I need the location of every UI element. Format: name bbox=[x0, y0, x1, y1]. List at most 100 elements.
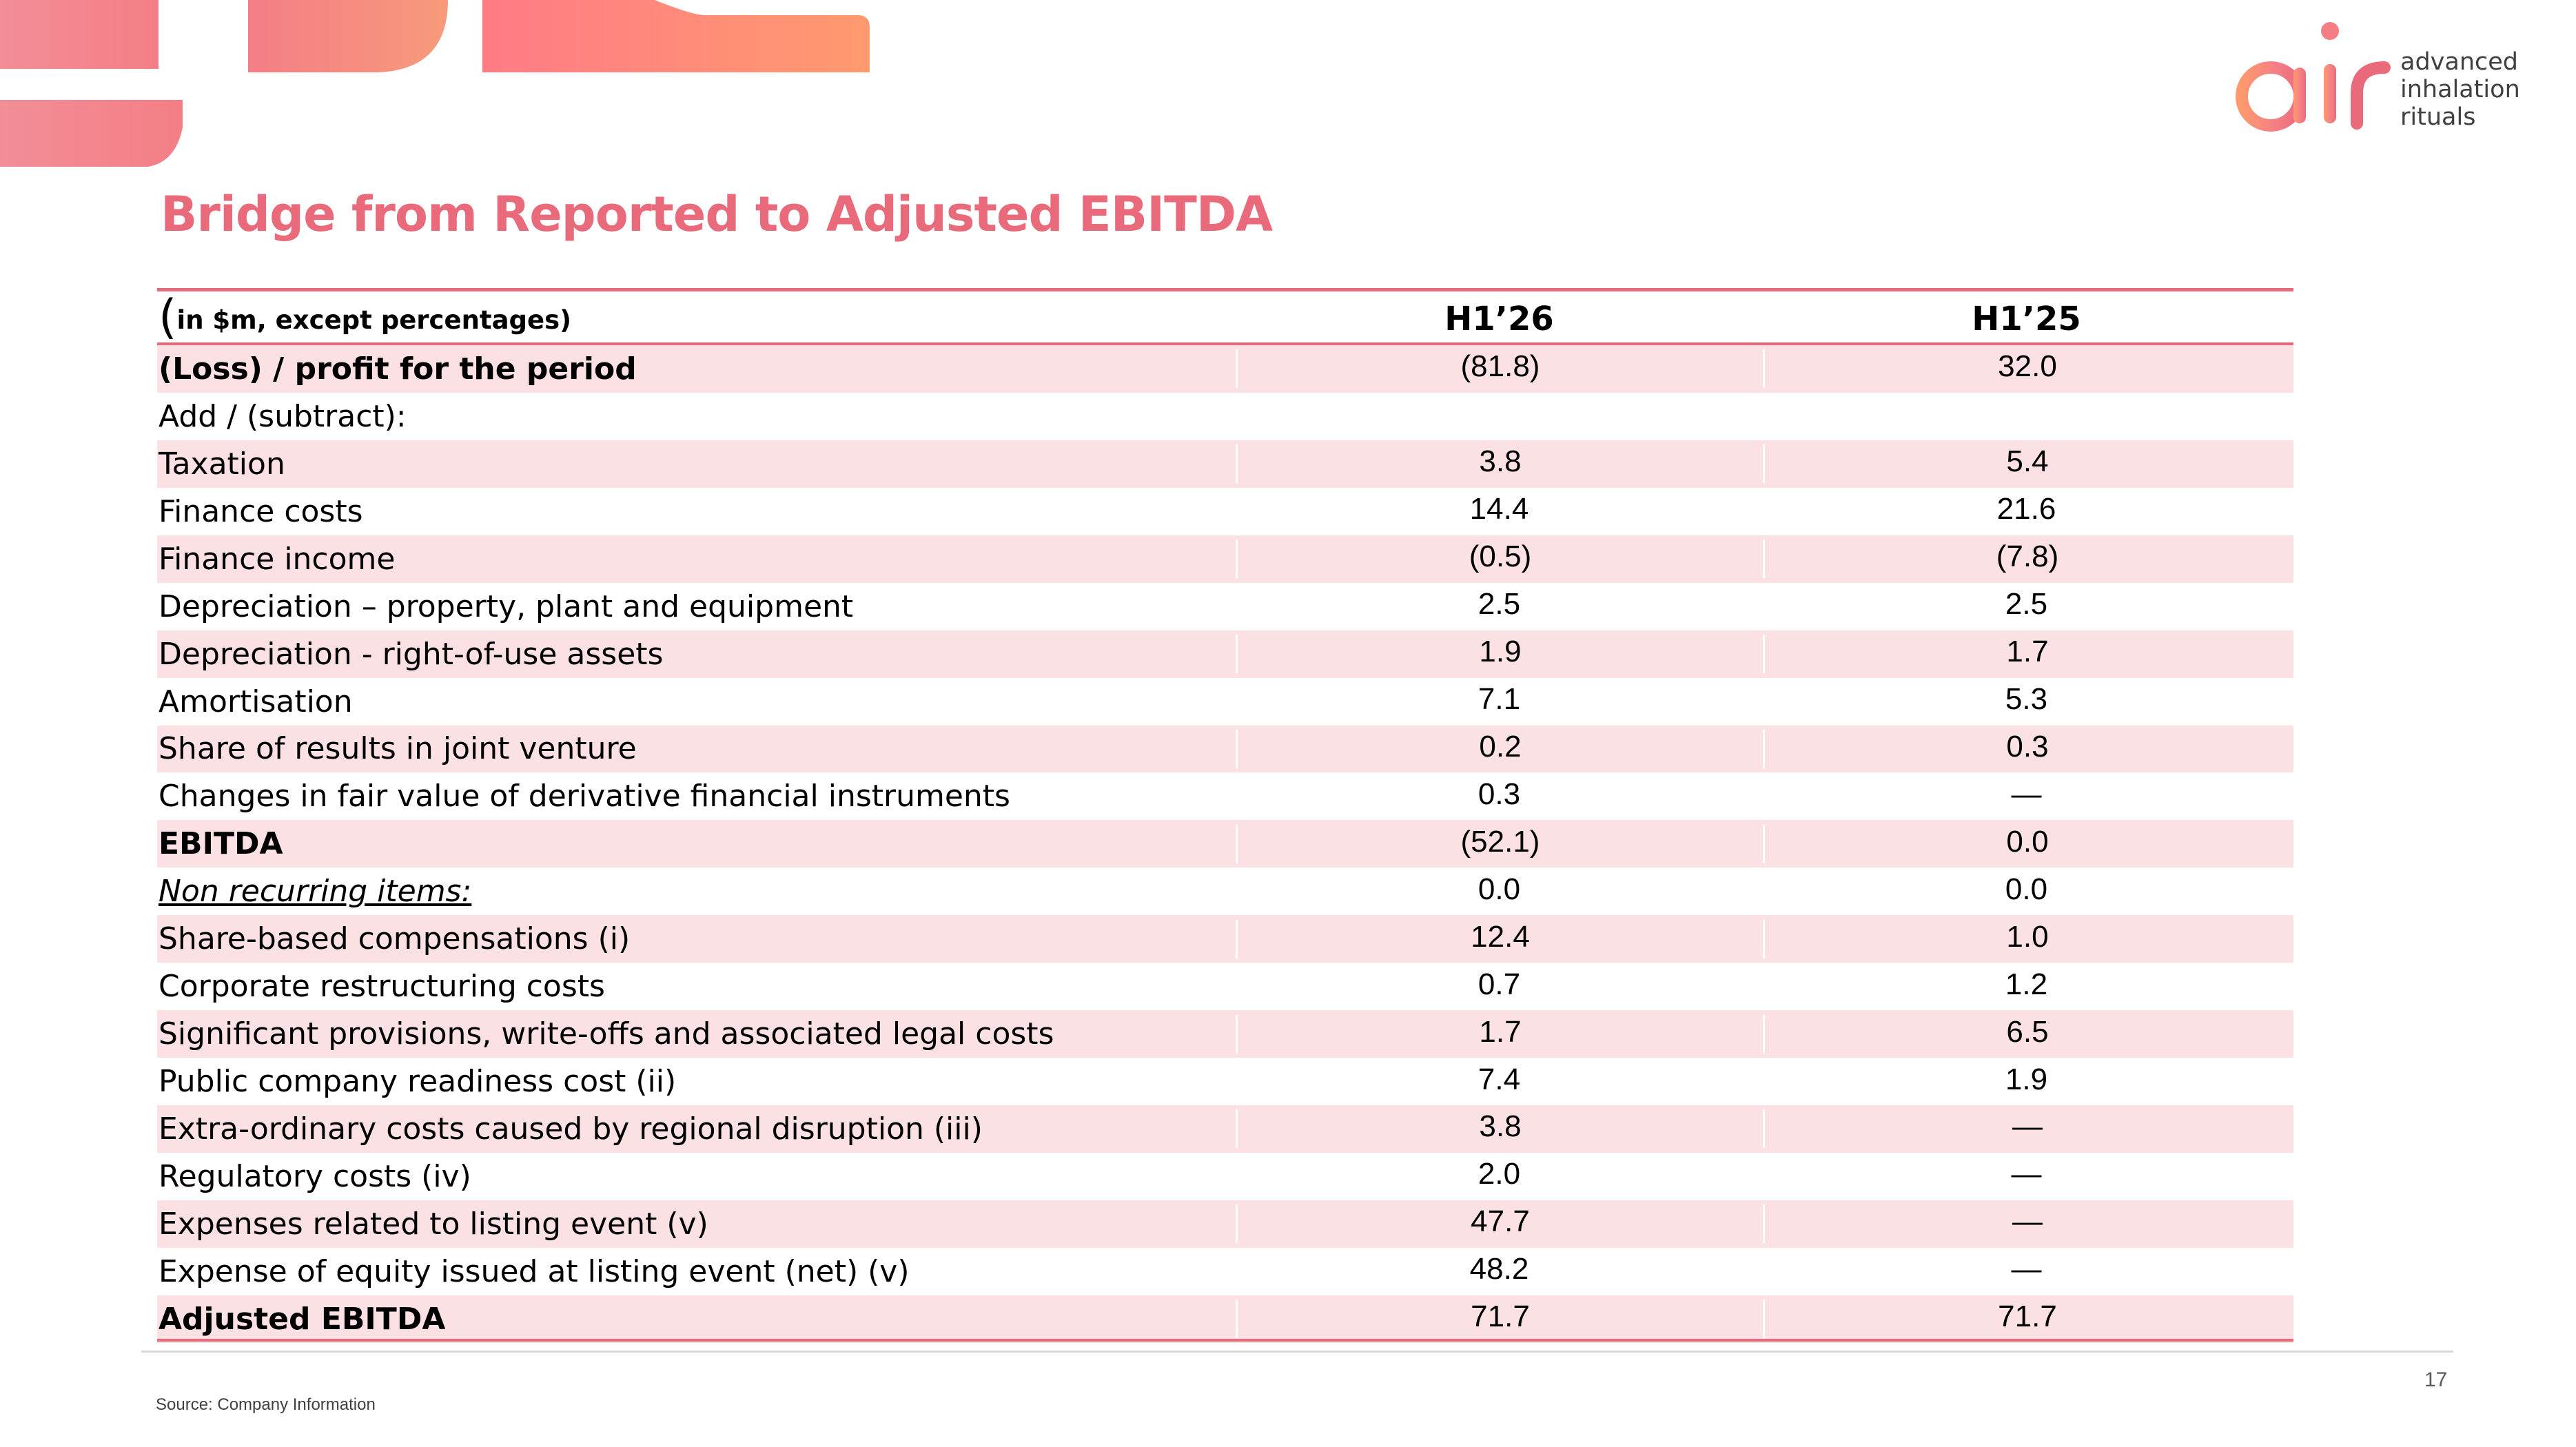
table-row: Finance costs 14.4 21.6 bbox=[157, 488, 2293, 535]
value-h1-26: (52.1) bbox=[1236, 824, 1763, 863]
logo-letter-r bbox=[2351, 61, 2391, 130]
value-h1-26 bbox=[1236, 414, 1763, 418]
logo-wordmark-line: advanced bbox=[2400, 48, 2519, 76]
value-h1-26: 1.9 bbox=[1236, 635, 1763, 674]
table-row: Finance income (0.5) (7.8) bbox=[157, 535, 2293, 583]
value-h1-25: 0.0 bbox=[2005, 872, 2048, 906]
row-label: Depreciation - right-of-use assets bbox=[159, 636, 664, 672]
table-row: Non recurring items: 0.0 0.0 bbox=[157, 868, 2293, 915]
value-h1-26: 0.3 bbox=[1478, 777, 1521, 811]
value-h1-25: — bbox=[2011, 1252, 2042, 1286]
table-row: Regulatory costs (iv) 2.0 — bbox=[157, 1153, 2293, 1200]
value-h1-25: 5.3 bbox=[2005, 682, 2048, 717]
deco-shape-2 bbox=[248, 0, 448, 72]
value-h1-26: 47.7 bbox=[1236, 1204, 1763, 1244]
row-label: Finance income bbox=[159, 541, 396, 577]
row-label: Regulatory costs (iv) bbox=[159, 1158, 471, 1194]
footer-rule bbox=[141, 1351, 2453, 1353]
table-row: Amortisation 7.1 5.3 bbox=[157, 678, 2293, 726]
row-label: Significant provisions, write-offs and a… bbox=[159, 1016, 1054, 1052]
air-logo bbox=[2236, 22, 2391, 132]
value-h1-25: 1.7 bbox=[1763, 635, 2290, 674]
value-h1-26: 1.7 bbox=[1236, 1014, 1763, 1054]
table-row: EBITDA (52.1) 0.0 bbox=[157, 820, 2293, 868]
unit-label-text: in $m, except percentages) bbox=[176, 305, 572, 335]
page-title: Bridge from Reported to Adjusted EBITDA bbox=[161, 186, 1273, 243]
table-row: Significant provisions, write-offs and a… bbox=[157, 1010, 2293, 1058]
deco-shape-1 bbox=[0, 0, 159, 69]
row-label: Add / (subtract): bbox=[159, 398, 407, 434]
value-h1-26: 2.0 bbox=[1478, 1157, 1521, 1191]
table-row: Depreciation – property, plant and equip… bbox=[157, 583, 2293, 630]
value-h1-26: (81.8) bbox=[1236, 349, 1763, 389]
row-label: EBITDA bbox=[159, 826, 283, 862]
value-h1-25: 32.0 bbox=[1763, 349, 2290, 389]
value-h1-26: 48.2 bbox=[1469, 1252, 1529, 1286]
value-h1-25: 6.5 bbox=[1763, 1014, 2290, 1054]
logo-letter-i-stem bbox=[2324, 64, 2336, 123]
row-label: Non recurring items: bbox=[159, 874, 472, 910]
row-label: Public company readiness cost (ii) bbox=[159, 1064, 677, 1100]
value-h1-25: 21.6 bbox=[1996, 492, 2056, 526]
value-h1-25: 1.2 bbox=[2005, 967, 2048, 1001]
table-header-rule bbox=[157, 342, 2293, 345]
value-h1-25: 1.9 bbox=[2005, 1062, 2048, 1096]
source-note: Source: Company Information bbox=[156, 1395, 376, 1414]
value-h1-26: (0.5) bbox=[1236, 540, 1763, 579]
value-h1-25: 2.5 bbox=[2005, 587, 2048, 622]
value-h1-25: 0.3 bbox=[1763, 729, 2290, 768]
row-label: Depreciation – property, plant and equip… bbox=[159, 588, 854, 624]
logo-letter-a-stem bbox=[2293, 68, 2306, 123]
row-label: Changes in fair value of derivative fina… bbox=[159, 779, 1010, 814]
value-h1-26: 0.0 bbox=[1478, 872, 1521, 906]
value-h1-25: — bbox=[1763, 1109, 2290, 1149]
row-label: Expense of equity issued at listing even… bbox=[159, 1253, 910, 1289]
value-h1-26: 0.7 bbox=[1478, 967, 1521, 1001]
table-row: Public company readiness cost (ii) 7.4 1.9 bbox=[157, 1058, 2293, 1105]
column-header-h1-25: H1’25 bbox=[1972, 300, 2081, 338]
value-h1-25: — bbox=[2011, 777, 2042, 811]
value-h1-25: 5.4 bbox=[1763, 444, 2290, 484]
value-h1-26: 7.1 bbox=[1478, 682, 1521, 717]
page-number: 17 bbox=[2424, 1368, 2448, 1391]
column-header-h1-26: H1’26 bbox=[1444, 300, 1554, 338]
row-label: Extra-ordinary costs caused by regional … bbox=[159, 1111, 983, 1147]
table-row: Adjusted EBITDA 71.7 71.7 bbox=[157, 1295, 2293, 1343]
row-label: Share of results in joint venture bbox=[159, 731, 637, 767]
table-header-row: (in $m, except percentages) H1’26 H1’25 bbox=[157, 291, 2293, 342]
value-h1-25 bbox=[1763, 414, 2290, 418]
row-label: Expenses related to listing event (v) bbox=[159, 1206, 708, 1242]
value-h1-25: 0.0 bbox=[1763, 824, 2290, 863]
value-h1-25: (7.8) bbox=[1763, 540, 2290, 579]
table-row: Share of results in joint venture 0.2 0.3 bbox=[157, 725, 2293, 773]
logo-wordmark-line: rituals bbox=[2400, 103, 2476, 131]
value-h1-25: 1.0 bbox=[1763, 919, 2290, 958]
table-bottom-rule bbox=[157, 1339, 2293, 1342]
table-row: Expense of equity issued at listing even… bbox=[157, 1248, 2293, 1295]
value-h1-26: 7.4 bbox=[1478, 1062, 1521, 1096]
deco-shape-4 bbox=[0, 100, 183, 167]
table-row: Share-based compensations (i) 12.4 1.0 bbox=[157, 915, 2293, 963]
table-row: Depreciation - right-of-use assets 1.9 1.7 bbox=[157, 630, 2293, 678]
value-h1-26: 12.4 bbox=[1236, 919, 1763, 958]
logo-letter-i-dot bbox=[2321, 22, 2339, 40]
logo-wordmark: advanced inhalation rituals bbox=[2400, 48, 2559, 131]
table-row: Taxation 3.8 5.4 bbox=[157, 440, 2293, 488]
row-label: Amortisation bbox=[159, 684, 353, 719]
ebitda-bridge-table-body: (Loss) / profit for the period (81.8) 32.0… bbox=[157, 345, 2293, 1343]
row-label: Adjusted EBITDA bbox=[159, 1301, 446, 1337]
value-h1-26: 3.8 bbox=[1236, 1109, 1763, 1149]
value-h1-26: 0.2 bbox=[1236, 729, 1763, 768]
table-row: Changes in fair value of derivative fina… bbox=[157, 772, 2293, 820]
unit-label-header: (in $m, except percentages) bbox=[157, 294, 1236, 342]
value-h1-25: — bbox=[2011, 1157, 2042, 1191]
row-label: Corporate restructuring costs bbox=[159, 969, 605, 1005]
value-h1-26: 14.4 bbox=[1469, 492, 1529, 526]
table-top-rule bbox=[157, 288, 2293, 291]
value-h1-25: — bbox=[1763, 1204, 2290, 1244]
table-row: Add / (subtract): bbox=[157, 393, 2293, 440]
table-row: Corporate restructuring costs 0.7 1.2 bbox=[157, 963, 2293, 1010]
value-h1-26: 71.7 bbox=[1236, 1300, 1763, 1339]
value-h1-25: 71.7 bbox=[1763, 1300, 2290, 1339]
row-label: Share-based compensations (i) bbox=[159, 921, 631, 957]
